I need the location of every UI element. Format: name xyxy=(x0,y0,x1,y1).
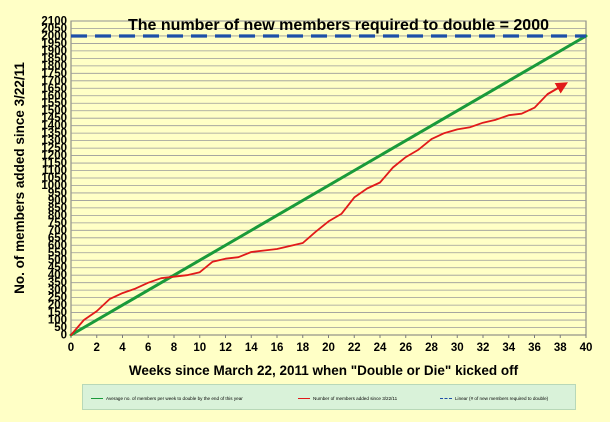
x-tick-label: 38 xyxy=(554,342,567,354)
y-tick-label: 1400 xyxy=(41,120,67,132)
y-tick-label: 350 xyxy=(48,277,67,289)
x-tick-label: 14 xyxy=(245,342,258,354)
x-tick-label: 26 xyxy=(399,342,412,354)
y-tick-label: 2050 xyxy=(41,23,67,35)
y-tick-label: 600 xyxy=(48,240,67,252)
x-tick-label: 40 xyxy=(580,342,593,354)
x-tick-label: 22 xyxy=(348,342,361,354)
x-tick-label: 4 xyxy=(119,342,126,354)
y-tick-label: 800 xyxy=(48,210,67,222)
y-tick-label: 950 xyxy=(48,187,67,199)
x-tick-label: 16 xyxy=(271,342,284,354)
y-tick-label: 2100 xyxy=(41,16,67,28)
y-tick-label: 0 xyxy=(61,330,67,342)
x-axis-label: Weeks since March 22, 2011 when "Double … xyxy=(129,363,519,378)
y-tick-label: 300 xyxy=(48,285,67,297)
legend-swatch-members xyxy=(298,397,310,399)
y-tick-label: 1500 xyxy=(41,105,67,117)
y-tick-label: 650 xyxy=(48,232,67,244)
chart-title: The number of new members required to do… xyxy=(128,17,549,34)
y-tick-label: 1700 xyxy=(41,75,67,87)
x-tick-label: 24 xyxy=(374,342,387,354)
y-tick-label: 700 xyxy=(48,225,67,237)
y-tick-label: 1600 xyxy=(41,90,67,102)
legend-item-linear: Linear (# of new members required to dou… xyxy=(440,393,548,403)
y-tick-label: 1250 xyxy=(41,143,67,155)
y-tick-label: 1200 xyxy=(41,150,67,162)
legend: Average no. of members per week to doubl… xyxy=(82,384,576,410)
legend-label-members: Number of members added since 3/22/11 xyxy=(313,395,398,401)
y-tick-label: 100 xyxy=(48,315,67,327)
y-tick-label: 1150 xyxy=(42,158,67,170)
y-tick-label: 1750 xyxy=(41,68,67,80)
y-tick-label: 1000 xyxy=(41,180,67,192)
series-line-members xyxy=(70,93,549,336)
x-tick-label: 2 xyxy=(94,342,100,354)
x-tick-label: 8 xyxy=(171,342,178,354)
y-tick-label: 1100 xyxy=(42,165,67,177)
y-tick-label: 400 xyxy=(48,270,67,282)
y-tick-label: 50 xyxy=(54,322,67,334)
x-tick-label: 18 xyxy=(296,342,309,354)
x-tick-label: 32 xyxy=(477,342,490,354)
x-tick-label: 36 xyxy=(528,342,541,354)
x-tick-label: 0 xyxy=(68,342,74,354)
y-tick-label: 1650 xyxy=(41,83,67,95)
y-tick-label: 900 xyxy=(48,195,67,207)
x-tick-label: 20 xyxy=(322,342,335,354)
legend-item-average: Average no. of members per week to doubl… xyxy=(91,393,243,403)
trend-arrow xyxy=(546,82,569,96)
y-tick-label: 1800 xyxy=(41,60,67,72)
y-tick-label: 1950 xyxy=(41,38,67,50)
y-tick-label: 850 xyxy=(48,202,67,214)
y-axis-label: No. of members added since 3/22/11 xyxy=(12,62,27,294)
y-tick-label: 1850 xyxy=(41,53,67,65)
legend-swatch-average xyxy=(91,397,103,399)
series-line-average xyxy=(69,34,588,337)
y-tick-label: 1550 xyxy=(41,98,67,110)
y-tick-label: 550 xyxy=(48,247,67,259)
x-tick-label: 30 xyxy=(451,342,464,354)
x-tick-label: 10 xyxy=(193,342,206,354)
x-tick-label: 12 xyxy=(219,342,232,354)
x-tick-label: 28 xyxy=(425,342,438,354)
y-tick-label: 1050 xyxy=(41,173,67,185)
y-tick-label: 250 xyxy=(48,292,67,304)
y-tick-label: 750 xyxy=(48,217,67,229)
y-tick-label: 200 xyxy=(48,300,67,312)
y-tick-label: 1450 xyxy=(41,113,67,125)
y-tick-label: 500 xyxy=(48,255,67,267)
y-tick-label: 150 xyxy=(48,307,67,319)
x-tick-label: 6 xyxy=(145,342,151,354)
legend-label-linear: Linear (# of new members required to dou… xyxy=(455,395,549,401)
y-tick-label: 2000 xyxy=(41,30,67,42)
y-tick-label: 450 xyxy=(48,262,67,274)
y-tick-label: 1350 xyxy=(41,128,67,140)
legend-label-average: Average no. of members per week to doubl… xyxy=(106,395,243,401)
y-tick-label: 1900 xyxy=(41,45,67,57)
x-tick-label: 34 xyxy=(502,342,515,354)
y-tick-label: 1300 xyxy=(41,135,67,147)
legend-swatch-linear xyxy=(440,397,452,399)
legend-item-members: Number of members added since 3/22/11 xyxy=(298,393,397,403)
